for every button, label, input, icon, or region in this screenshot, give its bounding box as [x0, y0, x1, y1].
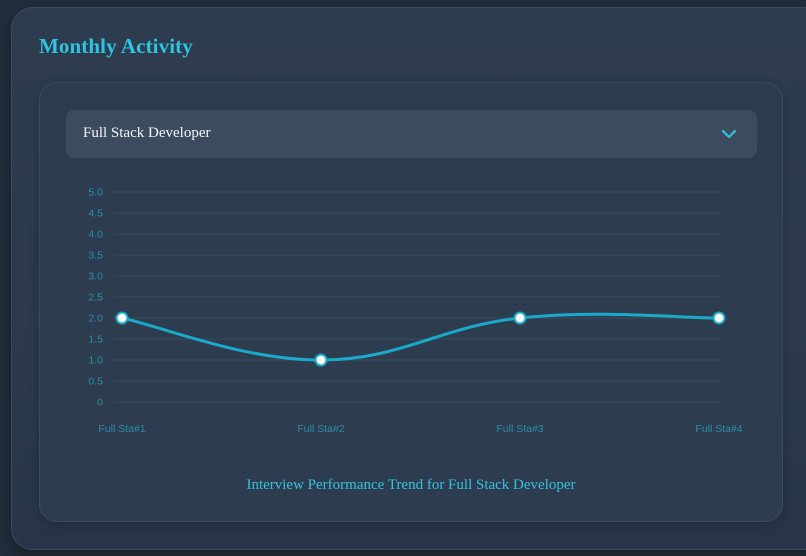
data-point[interactable]	[117, 313, 127, 323]
y-tick-label: 2.5	[88, 292, 103, 304]
data-points	[115, 311, 726, 367]
y-tick-label: 1.0	[88, 355, 103, 367]
y-tick-label: 1.5	[88, 334, 103, 346]
chart-caption: Interview Performance Trend for Full Sta…	[246, 477, 576, 493]
chart-gridlines	[113, 191, 720, 403]
x-tick-label: Full Sta#4	[695, 423, 742, 435]
data-point[interactable]	[515, 313, 525, 323]
chevron-down-icon	[721, 129, 737, 139]
data-point[interactable]	[714, 313, 724, 323]
y-tick-label: 0	[97, 397, 103, 409]
data-point[interactable]	[316, 355, 326, 365]
performance-line	[120, 312, 721, 362]
y-tick-label: 4.5	[88, 208, 103, 220]
x-tick-label: Full Sta#3	[496, 423, 543, 435]
section-title: Monthly Activity	[39, 34, 193, 58]
y-tick-label: 3.0	[88, 271, 103, 283]
x-axis-ticks: Full Sta#1 Full Sta#2 Full Sta#3 Full Sta#4	[98, 423, 742, 435]
y-axis-ticks: 0 0.5 1.0 1.5 2.0 2.5 3.0 3.5 4.0 4.5 5.0	[88, 187, 103, 409]
y-tick-label: 5.0	[88, 187, 103, 199]
y-tick-label: 0.5	[88, 376, 103, 388]
x-tick-label: Full Sta#2	[297, 423, 344, 435]
y-tick-label: 4.0	[88, 229, 103, 241]
y-tick-label: 2.0	[88, 313, 103, 325]
y-tick-label: 3.5	[88, 250, 103, 262]
role-select-dropdown[interactable]: Full Stack Developer	[66, 110, 757, 158]
role-select-value: Full Stack Developer	[83, 125, 211, 141]
x-tick-label: Full Sta#1	[98, 423, 145, 435]
